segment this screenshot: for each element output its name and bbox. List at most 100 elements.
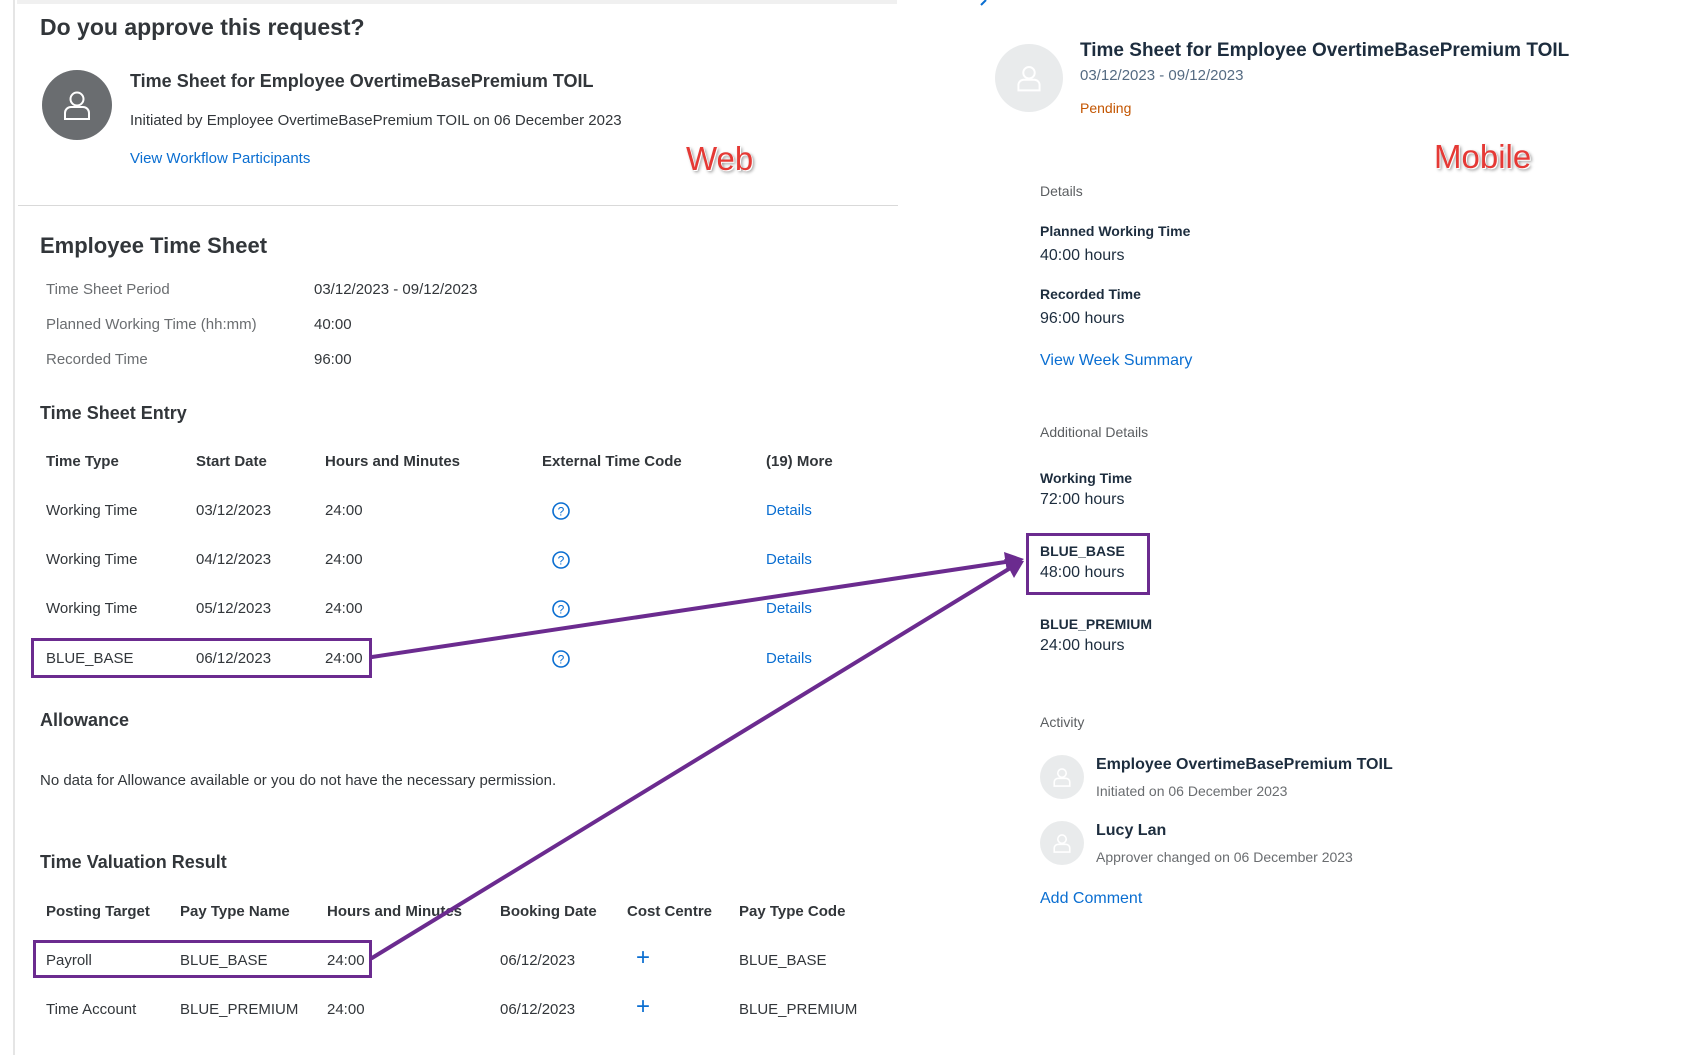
col-start-date: Start Date (196, 453, 267, 470)
additional-working-time-value: 72:00 hours (1040, 491, 1125, 508)
mobile-planned-label: Planned Working Time (1040, 223, 1191, 239)
activity-note: Approver changed on 06 December 2023 (1096, 849, 1353, 865)
entry-start-date: 05/12/2023 (196, 600, 272, 617)
mobile-planned-value: 40:00 hours (1040, 247, 1125, 264)
back-chevron-icon[interactable] (976, 0, 990, 8)
arrowhead-payroll (1004, 559, 1024, 578)
planned-working-time-value: 40:00 (314, 316, 352, 333)
col-pay-type-code: Pay Type Code (739, 903, 846, 920)
entry-start-date: 04/12/2023 (196, 551, 272, 568)
valuation-pay-type-name: BLUE_PREMIUM (180, 1001, 299, 1018)
additional-details-heading: Additional Details (1040, 424, 1149, 440)
web-annotation-label: Web (686, 140, 754, 177)
section-divider (18, 205, 898, 206)
request-title: Time Sheet for Employee OvertimeBasePrem… (130, 71, 594, 91)
recorded-time-value: 96:00 (314, 351, 352, 368)
top-line (17, 0, 897, 4)
activity-name: Employee OvertimeBasePremium TOIL (1096, 756, 1393, 773)
person-icon (1053, 768, 1071, 787)
additional-working-time-label: Working Time (1040, 470, 1133, 486)
entry-time-type: Working Time (46, 551, 138, 568)
valuation-booking-date: 06/12/2023 (500, 1001, 576, 1018)
left-border (13, 0, 15, 1055)
entry-start-date: 03/12/2023 (196, 502, 272, 519)
arrow-entry-to-mobile (370, 559, 1014, 659)
col-more[interactable]: (19) More (766, 453, 833, 470)
planned-working-time-label: Planned Working Time (hh:mm) (46, 316, 257, 333)
details-link[interactable]: Details (766, 551, 812, 568)
svg-text:?: ? (558, 653, 565, 667)
entry-time-type: BLUE_BASE (46, 650, 134, 667)
avatar (1040, 755, 1084, 799)
help-icon[interactable]: ? (551, 599, 571, 619)
avatar (1040, 821, 1084, 865)
details-link[interactable]: Details (766, 650, 812, 667)
entry-hours: 24:00 (325, 600, 363, 617)
add-comment-link[interactable]: Add Comment (1040, 890, 1143, 907)
activity-name: Lucy Lan (1096, 822, 1167, 839)
person-icon (1017, 66, 1041, 92)
svg-text:?: ? (558, 505, 565, 519)
allowance-message: No data for Allowance available or you d… (40, 772, 557, 789)
arrow-payroll-to-mobile (370, 565, 1014, 960)
help-icon[interactable]: ? (551, 550, 571, 570)
col-booking-date: Booking Date (500, 903, 597, 920)
mobile-recorded-label: Recorded Time (1040, 286, 1141, 302)
entry-hours: 24:00 (325, 551, 363, 568)
allowance-heading: Allowance (40, 710, 130, 730)
mobile-annotation-label: Mobile (1434, 138, 1532, 175)
entry-time-type: Working Time (46, 600, 138, 617)
valuation-pay-type-code: BLUE_PREMIUM (739, 1001, 858, 1018)
valuation-posting-target: Payroll (46, 952, 92, 969)
col-hours-minutes: Hours and Minutes (325, 453, 461, 470)
person-icon (1053, 834, 1071, 853)
initiated-text: Initiated by Employee OvertimeBasePremiu… (130, 112, 622, 129)
person-icon (64, 91, 90, 120)
employee-time-sheet-heading: Employee Time Sheet (40, 233, 268, 258)
activity-note: Initiated on 06 December 2023 (1096, 783, 1288, 799)
valuation-posting-target: Time Account (46, 1001, 137, 1018)
col-posting-target: Posting Target (46, 903, 150, 920)
recorded-time-label: Recorded Time (46, 351, 148, 368)
details-heading: Details (1040, 183, 1083, 199)
details-link[interactable]: Details (766, 600, 812, 617)
additional-blue-premium-label: BLUE_PREMIUM (1040, 616, 1153, 632)
add-cost-centre-icon[interactable]: + (636, 993, 651, 1020)
help-icon[interactable]: ? (551, 501, 571, 521)
time-sheet-period-label: Time Sheet Period (46, 281, 170, 298)
valuation-pay-type-name: BLUE_BASE (180, 952, 268, 969)
entry-hours: 24:00 (325, 502, 363, 519)
valuation-hours: 24:00 (327, 1001, 365, 1018)
valuation-hours: 24:00 (327, 952, 365, 969)
mobile-recorded-value: 96:00 hours (1040, 310, 1125, 327)
entry-hours: 24:00 (325, 650, 363, 667)
col-hours-minutes: Hours and Minutes (327, 903, 463, 920)
additional-blue-base-label: BLUE_BASE (1040, 543, 1125, 559)
col-cost-centre: Cost Centre (627, 903, 713, 920)
additional-blue-premium-value: 24:00 hours (1040, 637, 1125, 654)
mobile-period: 03/12/2023 - 09/12/2023 (1080, 67, 1244, 84)
view-workflow-participants-link[interactable]: View Workflow Participants (130, 150, 311, 167)
mobile-requester-avatar (995, 44, 1063, 112)
mobile-request-title: Time Sheet for Employee OvertimeBasePrem… (1080, 40, 1570, 61)
svg-text:?: ? (558, 554, 565, 568)
svg-text:?: ? (558, 603, 565, 617)
time-sheet-entry-heading: Time Sheet Entry (40, 403, 187, 423)
valuation-pay-type-code: BLUE_BASE (739, 952, 827, 969)
activity-heading: Activity (1040, 714, 1085, 730)
status-badge: Pending (1080, 100, 1132, 116)
additional-blue-base-value: 48:00 hours (1040, 564, 1125, 581)
approval-question: Do you approve this request? (40, 14, 365, 40)
time-sheet-period-value: 03/12/2023 - 09/12/2023 (314, 281, 478, 298)
time-valuation-heading: Time Valuation Result (40, 852, 227, 872)
entry-start-date: 06/12/2023 (196, 650, 272, 667)
col-external-time-code: External Time Code (542, 453, 682, 470)
details-link[interactable]: Details (766, 502, 812, 519)
col-pay-type-name: Pay Type Name (180, 903, 290, 920)
entry-time-type: Working Time (46, 502, 138, 519)
help-icon[interactable]: ? (551, 649, 571, 669)
view-week-summary-link[interactable]: View Week Summary (1040, 352, 1193, 369)
blue-base-mobile-highlight (1026, 533, 1150, 595)
add-cost-centre-icon[interactable]: + (636, 944, 651, 971)
